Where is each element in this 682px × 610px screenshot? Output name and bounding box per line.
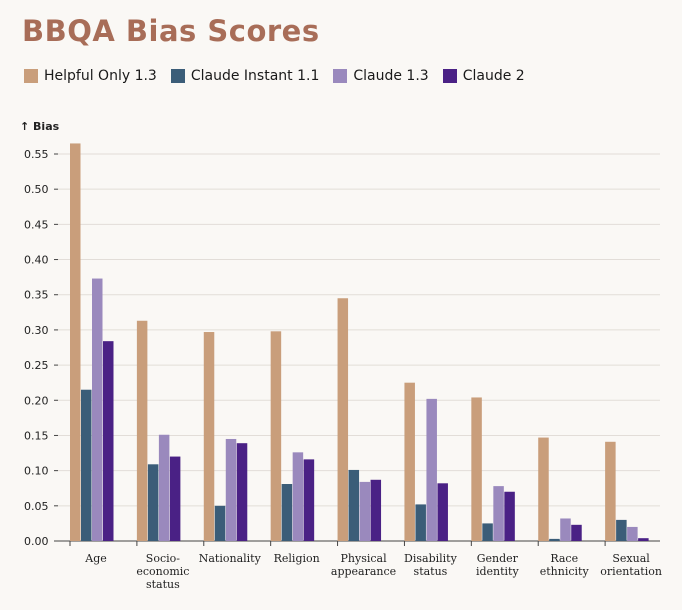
x-category-label-line: Socio- — [146, 552, 180, 565]
bar-helpful-only-1-3-4 — [337, 298, 349, 541]
bar-helpful-only-1-3-7 — [538, 437, 549, 541]
bar-claude-instant-1-1-6 — [482, 523, 493, 541]
x-category-label-line: Gender — [477, 552, 519, 565]
legend-label-claude-2: Claude 2 — [462, 68, 525, 84]
bar-helpful-only-1-3-0 — [70, 143, 81, 542]
bar-claude-instant-1-1-7 — [549, 538, 560, 541]
legend-label-claude-13: Claude 1.3 — [353, 68, 429, 84]
bar-claude-1-3-1 — [158, 434, 170, 541]
legend-swatch-claude-2 — [442, 69, 457, 83]
x-category-label: Sexual orientation — [600, 552, 662, 578]
bar-claude-1-3-5 — [426, 398, 437, 541]
x-category-label: Nationality — [199, 552, 262, 565]
legend-item-helpful-only: Helpful Only 1.3 — [24, 68, 157, 84]
y-tick-label: 0.25 — [24, 359, 49, 372]
bar-claude-2-2 — [236, 443, 248, 541]
bar-claude-1-3-0 — [92, 278, 103, 541]
x-category-label-line: ethnicity — [540, 565, 590, 578]
x-category-label: Physical appearance — [331, 552, 396, 578]
x-category-label: Race ethnicity — [540, 552, 590, 578]
bar-helpful-only-1-3-6 — [471, 397, 482, 541]
x-category-label-line: Disability — [404, 552, 458, 565]
y-tick-label: 0.00 — [24, 535, 49, 548]
bar-claude-1-3-8 — [627, 526, 638, 541]
legend-label-helpful-only: Helpful Only 1.3 — [44, 68, 157, 84]
bar-claude-1-3-3 — [292, 452, 304, 541]
bar-claude-2-3 — [303, 459, 315, 541]
y-tick-label: 0.10 — [24, 465, 49, 478]
y-axis-label: ↑ Bias — [20, 120, 60, 133]
legend-item-claude-instant: Claude Instant 1.1 — [170, 68, 320, 84]
legend-item-claude-2: Claude 2 — [442, 68, 525, 84]
x-category-label-line: economic — [136, 565, 189, 578]
bar-claude-instant-1-1-5 — [415, 504, 426, 541]
bar-claude-instant-1-1-4 — [348, 469, 360, 541]
x-category-label-line: status — [414, 565, 448, 578]
y-tick-label: 0.55 — [24, 148, 49, 161]
x-category-label: Gender identity — [476, 552, 520, 578]
bar-helpful-only-1-3-8 — [605, 441, 616, 541]
x-category-label-line: Religion — [274, 552, 320, 565]
x-category-label-line: identity — [476, 565, 520, 578]
x-category-label: Religion — [274, 552, 320, 565]
bar-claude-1-3-6 — [493, 486, 504, 541]
bar-claude-instant-1-1-8 — [616, 519, 627, 541]
bar-helpful-only-1-3-2 — [203, 332, 215, 541]
bar-helpful-only-1-3-3 — [270, 331, 282, 541]
x-category-label-line: Physical — [341, 552, 388, 565]
bars — [70, 143, 649, 542]
x-category-label-line: Sexual — [612, 552, 650, 565]
bar-claude-2-1 — [169, 456, 181, 541]
legend-label-claude-instant: Claude Instant 1.1 — [190, 68, 320, 84]
y-tick-label: 0.20 — [24, 394, 49, 407]
y-tick-label: 0.35 — [24, 289, 49, 302]
y-tick-label: 0.45 — [24, 218, 49, 231]
bar-claude-2-4 — [370, 479, 382, 541]
x-category-label-line: status — [146, 578, 180, 591]
bar-claude-2-8 — [638, 538, 649, 541]
bar-claude-2-7 — [571, 524, 582, 541]
x-category-label: Socio-economic status — [136, 552, 189, 591]
y-tick-label: 0.05 — [24, 500, 49, 513]
x-category-label: Age — [84, 552, 107, 565]
x-category-label: Disability status — [404, 552, 458, 578]
x-category-label-line: Race — [550, 552, 578, 565]
bar-claude-1-3-7 — [560, 518, 571, 541]
x-category-label-line: Age — [84, 552, 107, 565]
bar-claude-instant-1-1-2 — [214, 505, 226, 541]
y-tick-label: 0.30 — [24, 324, 49, 337]
bar-claude-instant-1-1-0 — [81, 389, 92, 541]
y-axis-ticks: 0.00 0.05 0.10 0.15 0.20 0.25 0.30 0.35 0.40 0.45… — [24, 148, 58, 548]
legend: Helpful Only 1.3 Claude Instant 1.1 Clau… — [24, 68, 539, 84]
legend-swatch-claude-instant — [170, 69, 185, 83]
legend-swatch-claude-13 — [333, 69, 348, 83]
bar-claude-1-3-4 — [359, 481, 371, 541]
y-tick-label: 0.50 — [24, 183, 49, 196]
legend-swatch-helpful-only — [24, 69, 38, 83]
bar-helpful-only-1-3-5 — [404, 382, 415, 541]
y-tick-label: 0.40 — [24, 254, 49, 267]
bar-claude-2-0 — [103, 341, 114, 541]
chart-title: BBQA Bias Scores — [22, 14, 320, 48]
bar-claude-instant-1-1-3 — [281, 484, 293, 541]
bar-claude-2-5 — [437, 483, 448, 541]
x-category-label-line: Nationality — [199, 552, 262, 565]
bar-claude-2-6 — [504, 491, 515, 541]
x-category-label-line: appearance — [331, 565, 396, 578]
bar-claude-1-3-2 — [225, 438, 237, 541]
bar-helpful-only-1-3-1 — [136, 320, 148, 541]
y-tick-label: 0.15 — [24, 429, 49, 442]
x-category-label-line: orientation — [600, 565, 662, 578]
legend-item-claude-13: Claude 1.3 — [333, 68, 429, 84]
bar-claude-instant-1-1-1 — [147, 464, 159, 541]
